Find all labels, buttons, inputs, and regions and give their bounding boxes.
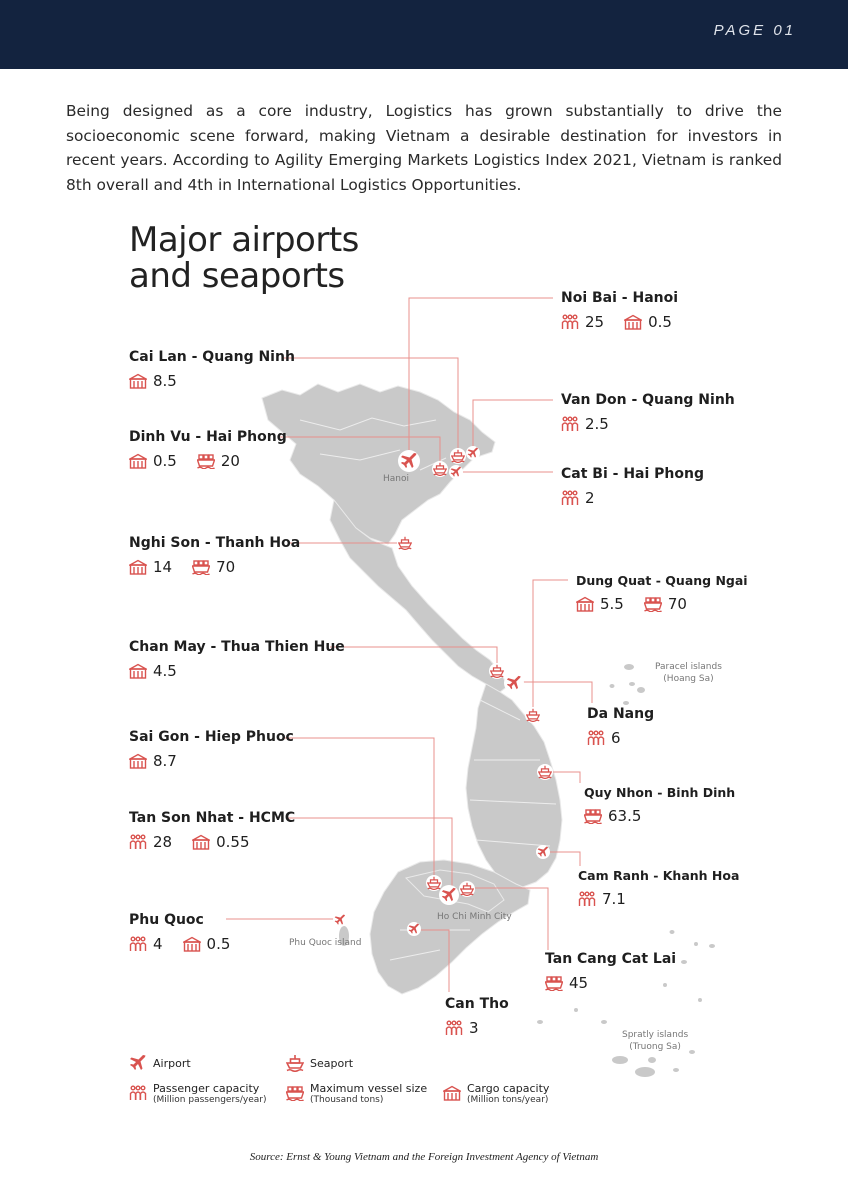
legend-vessel: Maximum vessel size (Thousand tons)	[286, 1082, 427, 1105]
passenger-icon	[578, 891, 596, 907]
vessel-icon	[545, 975, 563, 991]
map-label-hanoi: Hanoi	[383, 474, 409, 484]
cargo-icon	[624, 314, 642, 330]
port-label: Cam Ranh - Khanh Hoa 7.1	[578, 868, 740, 908]
map-label-paracel: Paracel islands (Hoang Sa)	[655, 662, 722, 684]
cargo-icon	[129, 373, 147, 389]
cargo-icon	[129, 559, 147, 575]
vessel-icon	[644, 596, 662, 612]
infographic-title: Major airports and seaports	[129, 220, 359, 296]
cargo-icon	[443, 1085, 461, 1101]
page-number: PAGE 01	[713, 22, 796, 39]
passenger-icon	[129, 936, 147, 952]
legend-passenger: Passenger capacity (Million passengers/ye…	[129, 1082, 266, 1105]
port-label: Cai Lan - Quang Ninh 8.5	[129, 349, 295, 390]
map-label-hcmc: Ho Chi Minh City	[437, 912, 512, 922]
port-label: Van Don - Quang Ninh 2.5	[561, 392, 735, 433]
legend-airport: Airport	[129, 1054, 191, 1072]
port-label: Tan Son Nhat - HCMC 28 0.55	[129, 810, 296, 851]
passenger-icon	[561, 490, 579, 506]
vessel-icon	[584, 808, 602, 824]
passenger-icon	[129, 1085, 147, 1101]
cargo-icon	[129, 663, 147, 679]
passenger-icon	[587, 730, 605, 746]
vietnam-land	[261, 383, 563, 995]
header-bar: PAGE 01	[0, 0, 848, 69]
passenger-icon	[129, 834, 147, 850]
cargo-icon	[129, 453, 147, 469]
cargo-icon	[129, 753, 147, 769]
port-label: Can Tho 3	[445, 996, 509, 1037]
passenger-icon	[445, 1020, 463, 1036]
source-note: Source: Ernst & Young Vietnam and the Fo…	[249, 1151, 599, 1163]
vessel-icon	[197, 453, 215, 469]
legend-seaport: Seaport	[286, 1054, 353, 1072]
passenger-icon	[561, 314, 579, 330]
port-label: Tan Cang Cat Lai 45	[545, 951, 677, 992]
port-label: Nghi Son - Thanh Hoa 14 70	[129, 535, 301, 576]
passenger-icon	[561, 416, 579, 432]
port-label: Dinh Vu - Hai Phong 0.5 20	[129, 429, 287, 470]
vessel-icon	[286, 1085, 304, 1101]
port-label: Da Nang 6	[587, 706, 655, 747]
islands	[339, 664, 715, 1077]
airport-icon	[129, 1054, 147, 1072]
port-label: Dung Quat - Quang Ngai 5.5 70	[576, 573, 748, 613]
map-label-spratly: Spratly islands (Truong Sa)	[622, 1030, 689, 1052]
vessel-icon	[192, 559, 210, 575]
cargo-icon	[192, 834, 210, 850]
port-label: Chan May - Thua Thien Hue 4.5	[129, 639, 345, 680]
cargo-icon	[183, 936, 201, 952]
port-label: Quy Nhon - Binh Dinh 63.5	[584, 785, 736, 825]
legend-cargo: Cargo capacity (Million tons/year)	[443, 1082, 549, 1105]
port-label: Noi Bai - Hanoi 25 0.5	[561, 290, 679, 331]
port-label: Sai Gon - Hiep Phuoc 8.7	[129, 729, 294, 770]
port-label: Cat Bi - Hai Phong 2	[561, 466, 704, 507]
map-label-phuquoc: Phu Quoc island	[289, 938, 362, 948]
port-label: Phu Quoc 4 0.5	[129, 912, 231, 953]
leader-lines	[226, 297, 593, 992]
cargo-icon	[576, 596, 594, 612]
map-markers	[333, 446, 553, 936]
intro-paragraph: Being designed as a core industry, Logis…	[66, 102, 782, 194]
seaport-icon	[286, 1054, 304, 1072]
